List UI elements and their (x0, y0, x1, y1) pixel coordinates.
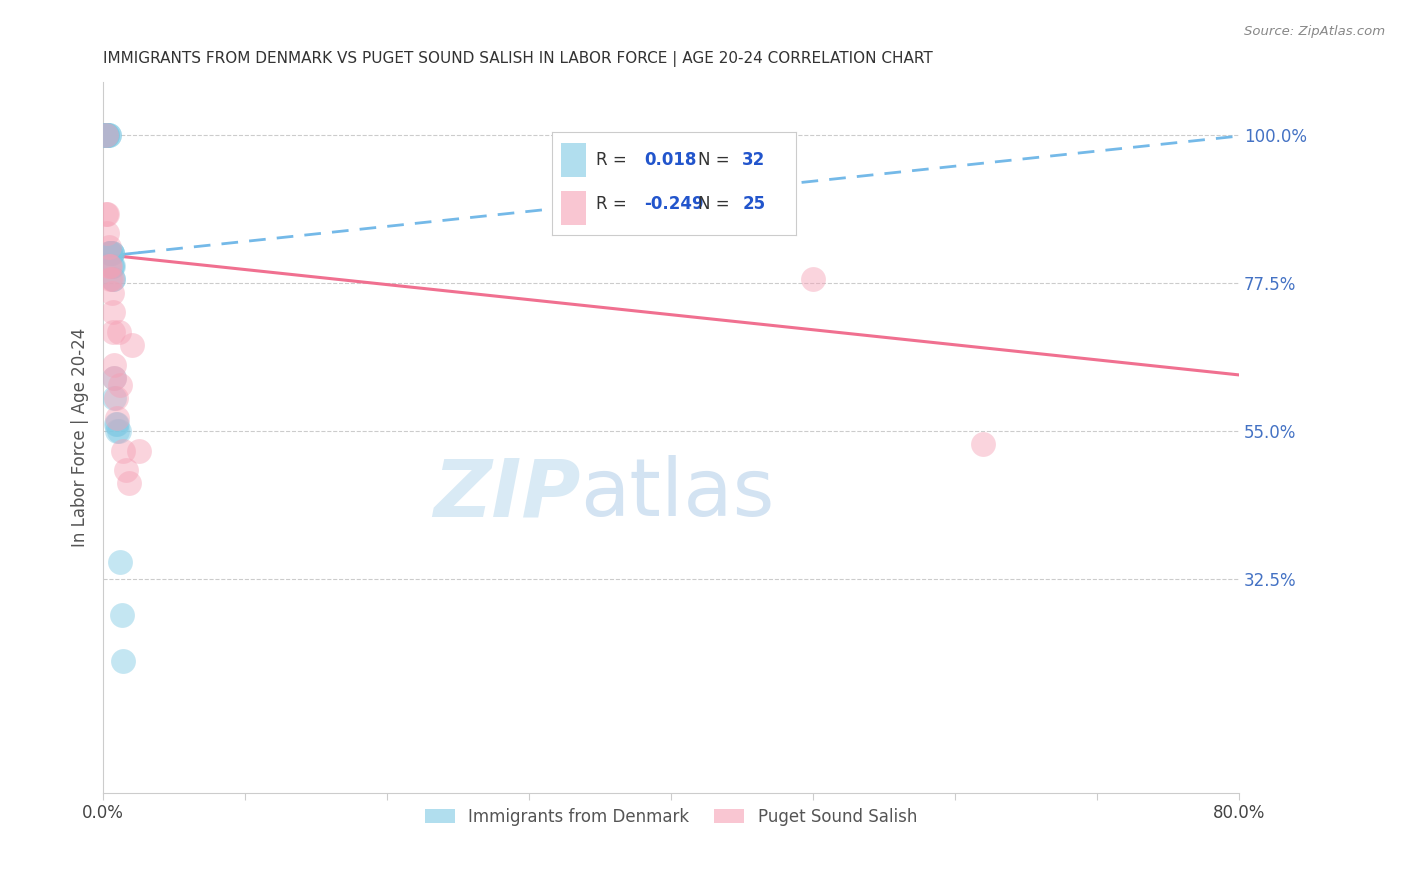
Point (121, 338, 143, 352)
Point (94, 128, 117, 142)
Point (100, 272, 122, 286)
Point (97, 246, 120, 260)
Point (100, 260, 122, 274)
Point (110, 607, 132, 622)
Point (101, 305, 124, 319)
Text: atlas: atlas (581, 455, 775, 533)
Point (111, 443, 134, 458)
Point (108, 555, 131, 569)
Point (94, 128, 117, 142)
Point (101, 260, 124, 274)
Text: ZIP: ZIP (433, 455, 581, 533)
Point (128, 443, 150, 458)
Point (96, 128, 118, 142)
Text: Source: ZipAtlas.com: Source: ZipAtlas.com (1244, 25, 1385, 38)
Text: IMMIGRANTS FROM DENMARK VS PUGET SOUND SALISH IN LABOR FORCE | AGE 20-24 CORRELA: IMMIGRANTS FROM DENMARK VS PUGET SOUND S… (103, 51, 932, 67)
Point (97, 260, 120, 274)
Point (94, 207, 117, 221)
Y-axis label: In Labor Force | Age 20-24: In Labor Force | Age 20-24 (72, 327, 89, 547)
Point (98, 246, 121, 260)
Point (118, 476, 141, 491)
Point (98, 272, 121, 286)
Point (100, 246, 122, 260)
Point (96, 227, 118, 241)
Point (104, 417, 127, 432)
Point (105, 424, 128, 438)
Point (107, 424, 129, 438)
Point (101, 325, 124, 339)
Point (801, 272, 824, 286)
Point (105, 417, 128, 432)
Point (100, 285, 122, 300)
Point (105, 410, 128, 425)
Point (98, 246, 121, 260)
Point (108, 377, 131, 392)
Point (103, 391, 125, 405)
Point (103, 358, 125, 372)
Point (97, 239, 120, 253)
Point (103, 371, 125, 385)
Point (100, 246, 122, 260)
Point (104, 391, 127, 405)
Point (115, 463, 138, 477)
Point (100, 260, 122, 274)
Point (96, 207, 118, 221)
Point (94, 128, 117, 142)
Point (100, 246, 122, 260)
Point (96, 128, 118, 142)
Point (97, 128, 120, 142)
Point (97, 128, 120, 142)
Point (96, 128, 118, 142)
Point (972, 437, 994, 451)
Point (98, 246, 121, 260)
Point (98, 246, 121, 260)
Point (93, 128, 115, 142)
Legend: Immigrants from Denmark, Puget Sound Salish: Immigrants from Denmark, Puget Sound Sal… (416, 799, 925, 834)
Point (93, 128, 115, 142)
Point (111, 654, 134, 668)
Point (94, 128, 117, 142)
Point (107, 325, 129, 339)
Point (98, 260, 121, 274)
Point (101, 272, 124, 286)
Point (101, 272, 124, 286)
Point (103, 371, 125, 385)
